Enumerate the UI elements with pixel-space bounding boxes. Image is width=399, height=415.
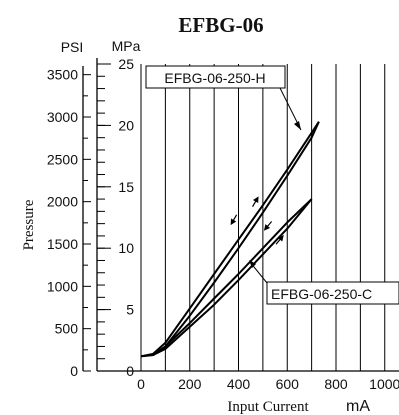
- psi-tick-label: 3000: [47, 109, 78, 125]
- y-tick-label: 25: [118, 56, 134, 72]
- series-0-rising-line: [140, 121, 320, 358]
- grid: [97, 63, 386, 371]
- hysteresis-arrow-up-c: [275, 235, 284, 245]
- psi-axis: 0 500 1000 1500 2000 2500 3000 3500: [47, 66, 91, 379]
- series-labels: EFBG-06-250-H EFBG-06-250-C: [145, 65, 399, 305]
- series-1-label-box: [266, 281, 399, 305]
- x-unit-label: mA: [346, 398, 370, 415]
- hysteresis-arrow-up-h: [252, 196, 259, 208]
- tick-labels: 0 5 10 15 20 25 0 200 400 600 800 1000: [97, 56, 399, 392]
- y-tick-label: 20: [118, 117, 134, 133]
- x-axis-label: Input Current: [227, 399, 309, 415]
- y-tick-label: 5: [126, 302, 134, 318]
- psi-tick-label: 1000: [47, 278, 78, 294]
- y-tick-label: 10: [118, 240, 134, 256]
- psi-tick-label: 3500: [47, 67, 78, 83]
- psi-tick-label: 0: [70, 363, 78, 379]
- series-1-rising-line: [152, 198, 313, 356]
- series-1-label: EFBG-06-250-C: [271, 286, 372, 302]
- series-0-falling-line: [140, 121, 320, 358]
- psi-tick-label: 2000: [47, 194, 78, 210]
- psi-tick-label: 500: [55, 321, 79, 337]
- mpa-unit-label: MPa: [112, 38, 141, 54]
- hysteresis-arrow-down-c: [263, 221, 273, 231]
- psi-unit-label: PSI: [61, 39, 84, 55]
- hysteresis-arrow-down-h: [230, 214, 238, 226]
- x-tick-label: 1000: [369, 376, 399, 392]
- x-tick-label: 200: [178, 376, 202, 392]
- y-tick-label: 15: [118, 179, 134, 195]
- series-1-falling-line: [152, 198, 313, 356]
- series-0-label: EFBG-06-250-H: [164, 70, 265, 86]
- series-1-leader-arrowhead: [249, 260, 256, 268]
- x-tick-label: 0: [137, 376, 145, 392]
- psi-tick-label: 2500: [47, 151, 78, 167]
- axes: [96, 58, 399, 372]
- y-tick-label: 0: [126, 363, 134, 379]
- psi-tick-label: 1500: [47, 236, 78, 252]
- series-0-leader-arrowhead: [294, 121, 301, 130]
- y-axis-label: Pressure: [21, 199, 37, 250]
- series-lines: [140, 121, 320, 358]
- x-tick-label: 400: [227, 376, 251, 392]
- chart-title: EFBG-06: [178, 13, 263, 37]
- x-tick-label: 600: [276, 376, 300, 392]
- x-tick-label: 800: [324, 376, 348, 392]
